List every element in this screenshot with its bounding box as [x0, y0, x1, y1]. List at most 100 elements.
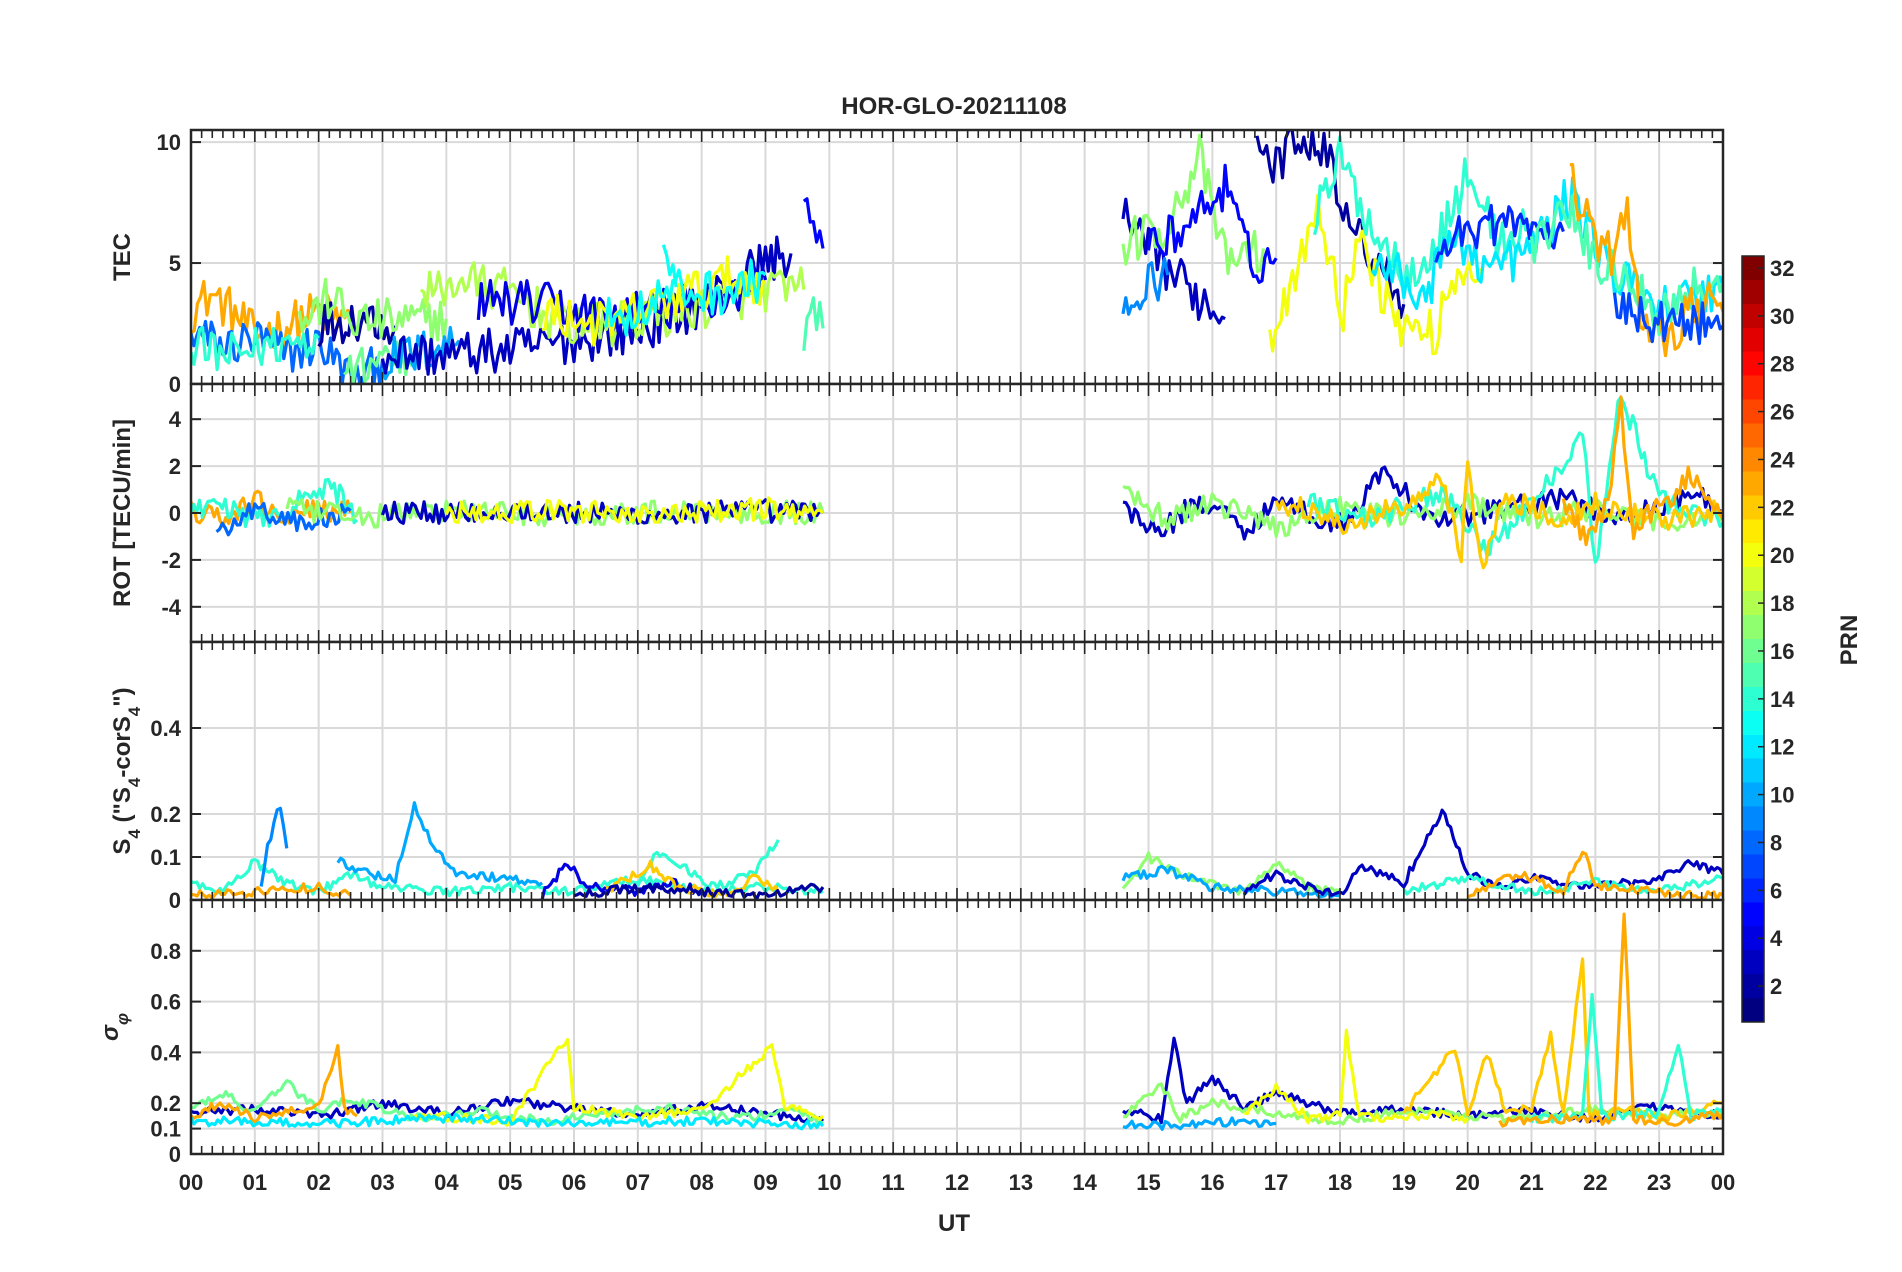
- x-tick-label: 09: [753, 1170, 777, 1195]
- series-prn-23: [191, 881, 352, 900]
- y-axis-label-s4: S4 ("S4-corS4"): [109, 687, 144, 854]
- colorbar-tick-label: 24: [1770, 447, 1795, 472]
- y-tick-label: 2: [169, 454, 181, 479]
- x-tick-label: 02: [306, 1170, 330, 1195]
- series-prn-20: [413, 1037, 825, 1127]
- series-prn-12: [191, 1112, 825, 1131]
- x-tick-label: 01: [243, 1170, 267, 1195]
- x-tick-label: 21: [1519, 1170, 1543, 1195]
- y-tick-label: 0: [169, 888, 181, 913]
- colorbar-tick-label: 18: [1770, 591, 1794, 616]
- colorbar-tick-label: 12: [1770, 735, 1794, 760]
- series-prn-6: [1434, 203, 1565, 263]
- series-prn-16: [191, 1079, 824, 1127]
- series-prn-23: [1561, 395, 1723, 547]
- x-tick-label: 19: [1392, 1170, 1416, 1195]
- colorbar-tick-label: 14: [1770, 687, 1795, 712]
- x-tick-label: 11: [882, 1170, 905, 1195]
- chart-title: HOR-GLO-20211108: [841, 93, 1066, 120]
- y-tick-label: 0: [169, 372, 181, 397]
- colorbar-tick-label: 10: [1770, 783, 1794, 808]
- series-prn-3: [1242, 808, 1723, 897]
- y-tick-label: 0.4: [150, 716, 181, 741]
- x-tick-label: 22: [1583, 1170, 1607, 1195]
- series-prn-12: [1370, 176, 1723, 325]
- colorbar-tick-label: 8: [1770, 830, 1782, 855]
- y-tick-label: 4: [169, 407, 182, 432]
- y-tick-label: -2: [161, 548, 181, 573]
- y-tick-label: 0: [169, 1142, 181, 1167]
- series-prn-15: [802, 296, 825, 351]
- x-tick-label: 15: [1136, 1170, 1160, 1195]
- y-tick-label: 0.6: [150, 990, 181, 1015]
- series-prn-10: [1121, 864, 1341, 899]
- series-prn-23: [191, 1043, 358, 1124]
- colorbar-tick-label: 28: [1770, 352, 1794, 377]
- x-axis-label: UT: [938, 1210, 970, 1237]
- series-prn-23: [191, 489, 353, 528]
- colorbar-tick-label: 26: [1770, 400, 1794, 425]
- x-tick-label: 13: [1009, 1170, 1033, 1195]
- colorbar-gradient: [1741, 255, 1765, 1023]
- series-prn-23: [1498, 912, 1723, 1128]
- y-tick-label: 0.2: [150, 1091, 181, 1116]
- x-tick-label: 04: [434, 1170, 459, 1195]
- x-tick-label: 07: [626, 1170, 650, 1195]
- series-prn-20: [541, 255, 766, 347]
- x-tick-label: 23: [1647, 1170, 1671, 1195]
- series-prn-10: [336, 801, 544, 887]
- series-prn-5: [802, 197, 825, 249]
- colorbar-tick-label: 2: [1770, 974, 1782, 999]
- x-tick-label: 06: [562, 1170, 586, 1195]
- x-tick-label: 03: [370, 1170, 394, 1195]
- series-prn-14: [1306, 395, 1723, 564]
- series-prn-7: [1612, 291, 1723, 346]
- x-tick-label: 18: [1328, 1170, 1352, 1195]
- series-prn-3: [1121, 197, 1226, 325]
- x-tick-label: 17: [1264, 1170, 1288, 1195]
- panel-s4: 0 0.1 0.2 0.4S4 ("S4-corS4"): [109, 640, 1725, 913]
- y-axis-label-sigma: σφ: [97, 1013, 132, 1041]
- x-tick-label: 12: [945, 1170, 969, 1195]
- x-tick-label: 16: [1200, 1170, 1224, 1195]
- series-prn-10: [1122, 1116, 1277, 1131]
- x-tick-label: 00: [179, 1170, 203, 1195]
- y-tick-label: 10: [157, 130, 181, 155]
- series-prn-14: [191, 477, 359, 529]
- y-axis-label-rot: ROT [TECU/min]: [109, 419, 136, 607]
- y-tick-label: 0.4: [150, 1040, 181, 1065]
- x-tick-label: 10: [817, 1170, 841, 1195]
- colorbar-tick-label: 16: [1770, 639, 1794, 664]
- series-prn-20: [1243, 1028, 1469, 1125]
- series-prn-22: [1274, 460, 1723, 570]
- series-prn-2: [1255, 130, 1406, 320]
- x-minor-ticks: [190, 900, 1724, 1154]
- series-prn-2: [573, 882, 825, 900]
- y-tick-label: 0.1: [150, 1117, 181, 1142]
- panel-rot: -4 -2 0 2 4 ROT [TECU/min]: [109, 382, 1725, 644]
- x-tick-label: 14: [1072, 1170, 1097, 1195]
- series-prn-13: [604, 258, 767, 337]
- series-prn-14: [191, 325, 320, 372]
- series-prn-17: [1122, 485, 1723, 539]
- colorbar-tick-label: 4: [1770, 926, 1783, 951]
- colorbar-label: PRN: [1836, 615, 1863, 666]
- series-group: [191, 912, 1723, 1131]
- y-tick-label: -4: [161, 595, 181, 620]
- series-prn-9: [1121, 257, 1170, 316]
- series-group: [191, 801, 1723, 900]
- colorbar-tick-label: 30: [1770, 304, 1794, 329]
- x-axis: 00 01 02 03 04 05 06 07 08 09 10 11 12 13 14 15 16 17 18 19…: [179, 1170, 1735, 1195]
- panel-tec: 0 5 10 TEC: [109, 128, 1725, 397]
- series-prn-22: [1402, 957, 1723, 1125]
- series-prn-5: [1146, 163, 1278, 284]
- x-tick-label: 05: [498, 1170, 522, 1195]
- series-prn-15: [1529, 194, 1723, 337]
- x-minor-ticks: [190, 642, 1724, 900]
- series-prn-17: [297, 277, 448, 344]
- series-prn-20: [444, 496, 825, 525]
- series-prn-18: [419, 261, 806, 348]
